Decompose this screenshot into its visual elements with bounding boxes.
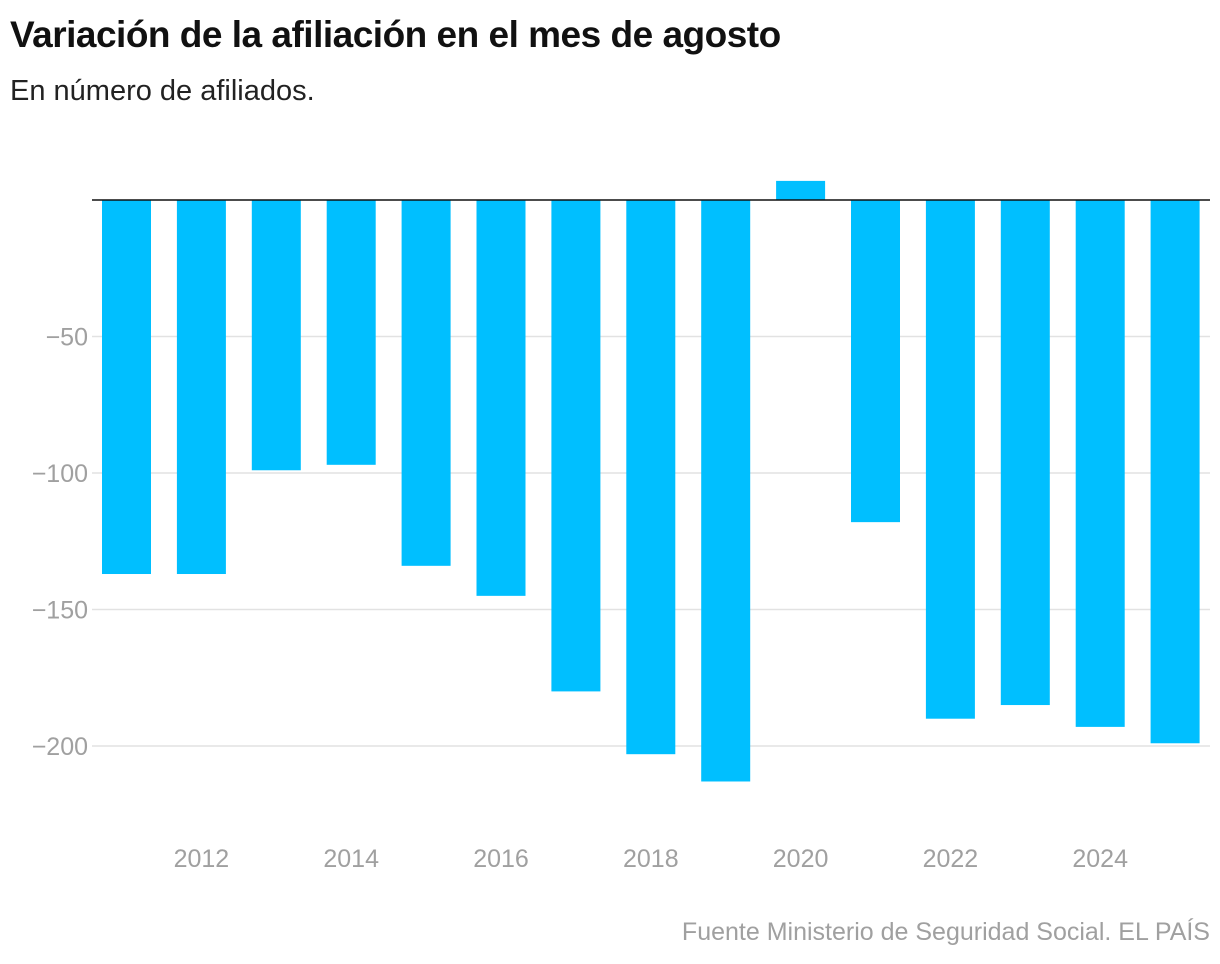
- y-tick-label: −150: [32, 597, 88, 625]
- x-tick-label: 2016: [473, 845, 529, 873]
- bar-2021: [851, 200, 900, 523]
- x-tick-label: 2018: [623, 845, 679, 873]
- chart-title: Variación de la afiliación en el mes de …: [10, 14, 781, 55]
- bar-2011: [102, 200, 151, 575]
- bar-2015: [401, 200, 451, 566]
- bar-2018: [626, 200, 676, 755]
- source-note: Fuente Ministerio de Seguridad Social. E…: [681, 918, 1210, 946]
- chart-subtitle: En número de afiliados.: [10, 75, 315, 107]
- x-tick-label: 2024: [1072, 845, 1128, 873]
- bar-2016: [476, 200, 526, 596]
- bar-2025: [1150, 200, 1200, 744]
- x-tick-label: 2014: [323, 845, 379, 873]
- y-tick-label: −100: [32, 460, 88, 488]
- y-tick-label: −50: [46, 324, 88, 352]
- bar-2023: [1000, 200, 1050, 706]
- bar-2013: [251, 200, 301, 471]
- x-tick-label: 2012: [174, 845, 230, 873]
- bar-2020: [776, 180, 826, 200]
- bar-2014: [326, 200, 376, 465]
- y-tick-label: −200: [32, 733, 88, 761]
- bar-2022: [925, 200, 975, 719]
- bar-2017: [551, 200, 601, 692]
- bar-2024: [1075, 200, 1125, 727]
- bar-2012: [176, 200, 226, 575]
- x-tick-label: 2022: [923, 845, 979, 873]
- x-tick-label: 2020: [773, 845, 829, 873]
- bar-2019: [701, 200, 751, 782]
